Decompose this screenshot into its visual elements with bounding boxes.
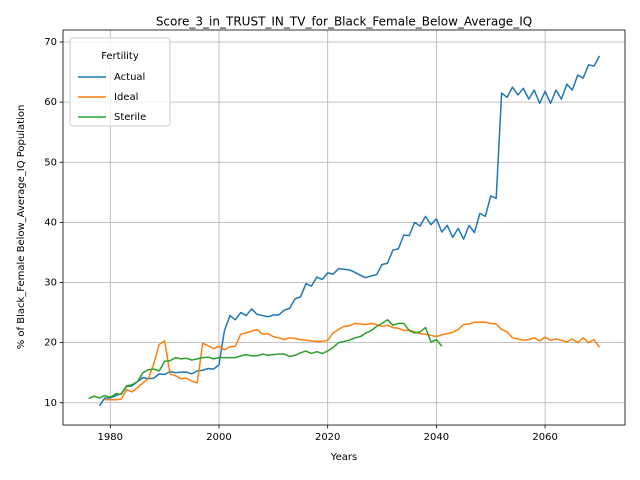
line-series — [104, 321, 601, 401]
y-tick-label: 70 — [44, 37, 57, 48]
plot-frame — [62, 29, 626, 426]
x-tick-label: 2020 — [315, 432, 340, 443]
chart-title: Score_3_in_TRUST_IN_TV_for_Black_Female_… — [156, 15, 532, 29]
y-tick-label: 40 — [44, 217, 57, 228]
line-series — [98, 55, 601, 407]
y-tick-label: 50 — [44, 157, 57, 168]
y-tick-label: 30 — [44, 278, 57, 289]
y-axis-label: % of Black_Female Below_Average_IQ Popul… — [16, 105, 27, 350]
legend-title: Fertility — [101, 51, 139, 62]
y-tick-label: 20 — [44, 338, 57, 349]
x-tick-label: 1980 — [98, 432, 123, 443]
legend: Fertility Actual Ideal Sterile — [69, 37, 171, 127]
y-tick-label: 60 — [44, 97, 57, 108]
x-tick-label: 2060 — [532, 432, 557, 443]
x-tick-label: 2040 — [424, 432, 449, 443]
legend-label: Sterile — [114, 112, 146, 123]
x-axis-label: Years — [330, 452, 357, 463]
legend-box — [69, 37, 171, 127]
line-series — [88, 319, 443, 400]
legend-label: Actual — [114, 72, 145, 83]
y-tick-label: 10 — [44, 398, 57, 409]
legend-label: Ideal — [114, 92, 138, 103]
x-tick-label: 2000 — [206, 432, 231, 443]
